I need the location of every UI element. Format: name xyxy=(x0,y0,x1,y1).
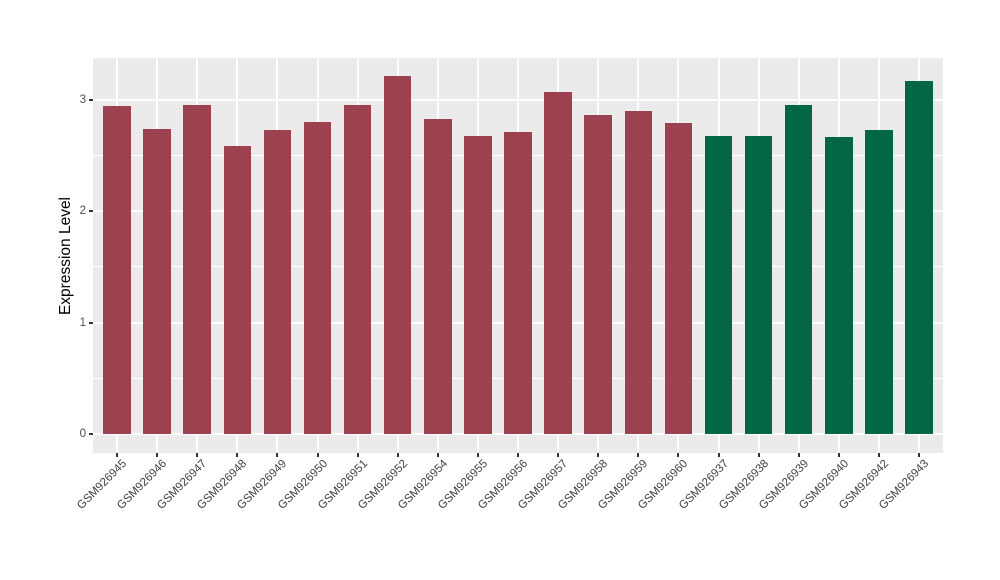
bar-GSM926938 xyxy=(744,135,773,434)
x-tick-mark-GSM926950 xyxy=(316,453,319,457)
y-tick-mark-0 xyxy=(89,432,93,435)
bar-GSM926950 xyxy=(303,122,332,434)
x-tick-mark-GSM926951 xyxy=(356,453,359,457)
x-tick-mark-GSM926949 xyxy=(276,453,279,457)
bar-GSM926949 xyxy=(263,130,292,434)
x-tick-mark-GSM926957 xyxy=(557,453,560,457)
x-tick-mark-GSM926956 xyxy=(517,453,519,457)
bar-GSM926952 xyxy=(383,75,412,434)
x-tick-mark-GSM926937 xyxy=(717,453,720,457)
bar-GSM926959 xyxy=(624,111,653,434)
bar-GSM926940 xyxy=(825,136,853,434)
x-tick-mark-GSM926947 xyxy=(196,453,199,457)
x-tick-mark-GSM926960 xyxy=(677,453,680,457)
bar-GSM926954 xyxy=(424,119,452,434)
bar-GSM926948 xyxy=(223,145,252,434)
y-tick-label-1: 1 xyxy=(79,316,86,329)
y-tick-label-3: 3 xyxy=(79,94,86,107)
x-tick-mark-GSM926946 xyxy=(156,453,159,457)
bar-GSM926939 xyxy=(784,104,813,434)
x-tick-mark-GSM926945 xyxy=(116,453,118,457)
bar-GSM926955 xyxy=(464,135,492,434)
x-tick-mark-GSM926942 xyxy=(877,453,880,457)
x-tick-mark-GSM926948 xyxy=(236,453,239,457)
bar-GSM926957 xyxy=(544,92,572,434)
x-tick-mark-GSM926938 xyxy=(757,453,760,457)
bar-GSM926945 xyxy=(103,105,131,434)
x-tick-mark-GSM926952 xyxy=(396,453,399,457)
x-tick-mark-GSM926959 xyxy=(637,453,640,457)
y-tick-label-0: 0 xyxy=(79,427,86,440)
bar-GSM926942 xyxy=(865,130,893,434)
x-tick-mark-GSM926958 xyxy=(597,453,600,457)
y-tick-mark-3 xyxy=(89,99,93,102)
x-tick-mark-GSM926943 xyxy=(918,453,920,457)
bar-GSM926946 xyxy=(143,129,171,434)
bar-GSM926947 xyxy=(183,104,211,434)
bar-GSM926951 xyxy=(343,104,372,434)
bar-GSM926943 xyxy=(905,81,933,434)
y-tick-mark-2 xyxy=(89,210,93,213)
y-tick-label-2: 2 xyxy=(79,205,86,218)
y-tick-mark-1 xyxy=(89,321,93,324)
x-tick-mark-GSM926955 xyxy=(476,453,479,457)
bar-GSM926958 xyxy=(584,114,612,434)
x-tick-mark-GSM926939 xyxy=(797,453,800,457)
plot-panel xyxy=(93,58,943,453)
bar-GSM926960 xyxy=(664,123,693,434)
x-tick-mark-GSM926954 xyxy=(436,453,439,457)
bar-GSM926956 xyxy=(504,132,532,434)
x-tick-mark-GSM926940 xyxy=(837,453,840,457)
bar-GSM926937 xyxy=(704,135,733,434)
